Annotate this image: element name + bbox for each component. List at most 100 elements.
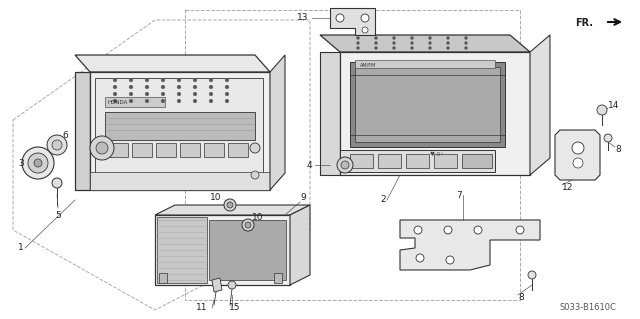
Circle shape (597, 105, 607, 115)
Circle shape (242, 219, 254, 231)
Text: 1: 1 (18, 243, 24, 253)
Bar (406, 154, 429, 168)
Circle shape (465, 47, 467, 49)
Circle shape (52, 140, 62, 150)
Circle shape (209, 85, 212, 89)
Bar (228, 143, 248, 157)
Bar (350, 154, 373, 168)
Circle shape (227, 202, 233, 208)
Circle shape (447, 47, 449, 49)
Circle shape (209, 78, 212, 82)
Text: 8: 8 (615, 145, 621, 154)
Circle shape (228, 281, 236, 289)
Text: 15: 15 (229, 303, 241, 313)
Circle shape (465, 41, 467, 44)
Circle shape (145, 99, 149, 103)
Circle shape (447, 36, 449, 40)
Circle shape (392, 41, 396, 44)
Circle shape (129, 99, 133, 103)
Bar (340, 150, 495, 172)
Circle shape (177, 78, 181, 82)
Polygon shape (320, 35, 530, 52)
Circle shape (245, 222, 251, 228)
Text: S033-B1610C: S033-B1610C (560, 303, 617, 313)
Circle shape (22, 147, 54, 179)
Circle shape (193, 78, 197, 82)
Circle shape (429, 41, 431, 44)
Polygon shape (212, 278, 222, 292)
Text: FR.: FR. (575, 18, 593, 28)
Text: 5: 5 (55, 211, 61, 219)
Polygon shape (330, 8, 375, 35)
Circle shape (447, 41, 449, 44)
Polygon shape (90, 72, 270, 190)
Circle shape (356, 47, 360, 49)
Bar (156, 143, 176, 157)
Circle shape (465, 36, 467, 40)
Circle shape (161, 99, 165, 103)
Circle shape (129, 85, 133, 89)
Circle shape (96, 142, 108, 154)
Circle shape (129, 78, 133, 82)
Circle shape (446, 256, 454, 264)
Circle shape (225, 85, 229, 89)
Circle shape (113, 85, 117, 89)
Text: 4: 4 (307, 160, 312, 169)
Circle shape (251, 171, 259, 179)
Bar (355, 67, 500, 142)
Polygon shape (75, 55, 270, 72)
Bar (108, 143, 128, 157)
Circle shape (429, 47, 431, 49)
Bar (90, 172, 270, 190)
Circle shape (392, 36, 396, 40)
Polygon shape (159, 273, 167, 283)
Text: 10: 10 (210, 194, 221, 203)
Bar (204, 143, 224, 157)
Circle shape (356, 36, 360, 40)
Circle shape (374, 41, 378, 44)
Circle shape (193, 99, 197, 103)
Text: 8: 8 (518, 293, 524, 302)
Circle shape (145, 78, 149, 82)
Polygon shape (320, 52, 340, 175)
Circle shape (572, 142, 584, 154)
Circle shape (474, 226, 482, 234)
Circle shape (336, 14, 344, 22)
Text: 3: 3 (18, 159, 24, 167)
Circle shape (47, 135, 67, 155)
Circle shape (250, 143, 260, 153)
Circle shape (573, 158, 583, 168)
Circle shape (414, 226, 422, 234)
Circle shape (161, 85, 165, 89)
Polygon shape (290, 205, 310, 285)
Circle shape (90, 136, 114, 160)
Circle shape (356, 41, 360, 44)
Circle shape (145, 85, 149, 89)
Circle shape (374, 36, 378, 40)
Bar (105, 112, 255, 140)
Polygon shape (75, 72, 90, 190)
Polygon shape (555, 130, 600, 180)
Circle shape (177, 99, 181, 103)
Bar (462, 154, 492, 168)
Text: 13: 13 (296, 13, 308, 23)
Text: 7: 7 (456, 190, 461, 199)
Circle shape (161, 78, 165, 82)
Text: 11: 11 (196, 303, 208, 313)
Circle shape (429, 36, 431, 40)
Bar (95, 78, 263, 184)
Circle shape (225, 99, 229, 103)
Text: AM/FM: AM/FM (360, 63, 376, 68)
Bar (157, 217, 207, 283)
Circle shape (362, 27, 368, 33)
Circle shape (337, 157, 353, 173)
Polygon shape (340, 52, 530, 175)
Circle shape (528, 271, 536, 279)
Text: ♥ 0◦: ♥ 0◦ (430, 152, 444, 158)
Bar (434, 154, 457, 168)
Circle shape (28, 153, 48, 173)
Circle shape (113, 78, 117, 82)
Polygon shape (400, 220, 540, 270)
Text: 12: 12 (562, 183, 573, 192)
Circle shape (604, 134, 612, 142)
